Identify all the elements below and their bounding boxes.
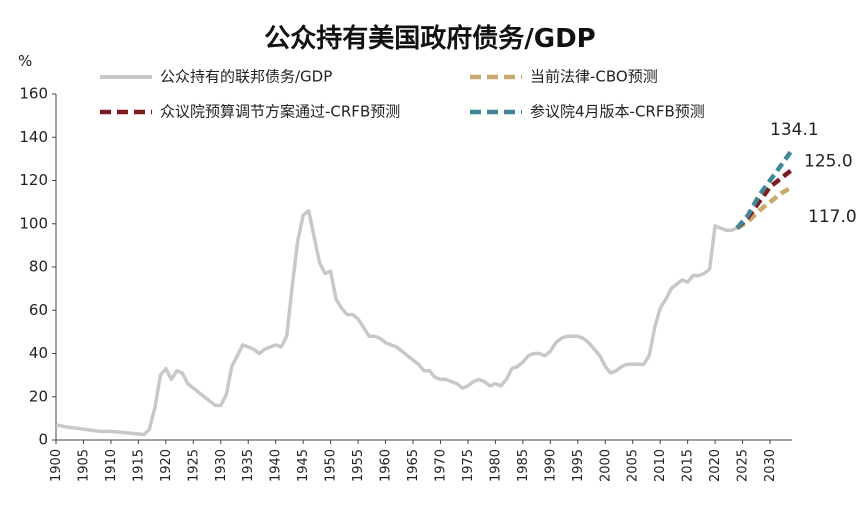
end-value-label-2: 125.0 bbox=[804, 152, 853, 172]
y-tick-label: 60 bbox=[29, 301, 48, 319]
y-tick-label: 140 bbox=[19, 128, 48, 146]
legend-label-2: 众议院预算调节方案通过-CRFB预测 bbox=[160, 103, 400, 121]
legend-label-3: 参议院4月版本-CRFB预测 bbox=[530, 103, 705, 121]
x-tick-label: 1955 bbox=[351, 449, 366, 482]
legend-label-1: 当前法律-CBO预测 bbox=[530, 68, 658, 86]
y-tick-label: 160 bbox=[19, 85, 48, 103]
legend: 公众持有的联邦债务/GDP 当前法律-CBO预测众议院预算调节方案通过-CRFB预… bbox=[100, 68, 705, 121]
x-tick-label: 1965 bbox=[406, 449, 421, 482]
x-tick-label: 1970 bbox=[433, 449, 448, 482]
series-line-3 bbox=[735, 148, 794, 230]
legend-label-0: 公众持有的联邦债务/GDP bbox=[160, 68, 332, 86]
x-tick-label: 1995 bbox=[571, 449, 586, 482]
end-labels: 117.0 125.0 134.1 bbox=[770, 120, 857, 227]
end-value-label-3: 134.1 bbox=[770, 120, 819, 140]
x-tick-label: 2020 bbox=[708, 449, 723, 482]
y-axis-ticks: 0 20 40 60 80 100 120 140 160 bbox=[19, 85, 56, 449]
x-tick-label: 2010 bbox=[653, 449, 668, 482]
x-tick-label: 1940 bbox=[269, 449, 284, 482]
y-tick-label: 20 bbox=[29, 387, 48, 405]
x-tick-label: 1930 bbox=[214, 449, 229, 482]
series-lines bbox=[55, 148, 794, 437]
x-tick-label: 1945 bbox=[296, 449, 311, 482]
y-tick-label: 100 bbox=[19, 214, 48, 232]
x-tick-label: 1950 bbox=[324, 449, 339, 482]
chart-title: 公众持有美国政府债务/GDP bbox=[264, 24, 596, 54]
x-tick-label: 1915 bbox=[131, 449, 146, 482]
x-tick-label: 2000 bbox=[598, 449, 613, 482]
end-value-label-1: 117.0 bbox=[808, 207, 857, 227]
x-tick-label: 1905 bbox=[76, 449, 91, 482]
x-tick-label: 2015 bbox=[681, 449, 696, 482]
x-tick-label: 1910 bbox=[104, 449, 119, 482]
y-tick-label: 80 bbox=[29, 258, 48, 276]
series-line-2 bbox=[735, 167, 794, 230]
x-tick-label: 1990 bbox=[543, 449, 558, 482]
series-line-0 bbox=[55, 209, 738, 437]
axes bbox=[55, 94, 792, 441]
y-tick-label: 120 bbox=[19, 171, 48, 189]
x-tick-label: 1975 bbox=[461, 449, 476, 482]
series-line-1 bbox=[735, 185, 794, 231]
x-tick-label: 2025 bbox=[736, 449, 751, 482]
x-tick-label: 1960 bbox=[379, 449, 394, 482]
x-tick-label: 1980 bbox=[488, 449, 503, 482]
y-tick-label: 0 bbox=[38, 431, 48, 449]
x-tick-label: 2030 bbox=[763, 449, 778, 482]
y-tick-label: 40 bbox=[29, 344, 48, 362]
x-tick-label: 1925 bbox=[186, 449, 201, 482]
x-tick-label: 1920 bbox=[159, 449, 174, 482]
y-axis-unit-label: % bbox=[18, 52, 32, 70]
x-tick-label: 2005 bbox=[626, 449, 641, 482]
x-axis-ticks: 1900 1905 1910 1915 1920 1925 1930 1935 1940 1945… bbox=[49, 440, 778, 482]
x-tick-label: 1985 bbox=[516, 449, 531, 482]
x-tick-label: 1935 bbox=[241, 449, 256, 482]
x-tick-label: 1900 bbox=[49, 449, 64, 482]
